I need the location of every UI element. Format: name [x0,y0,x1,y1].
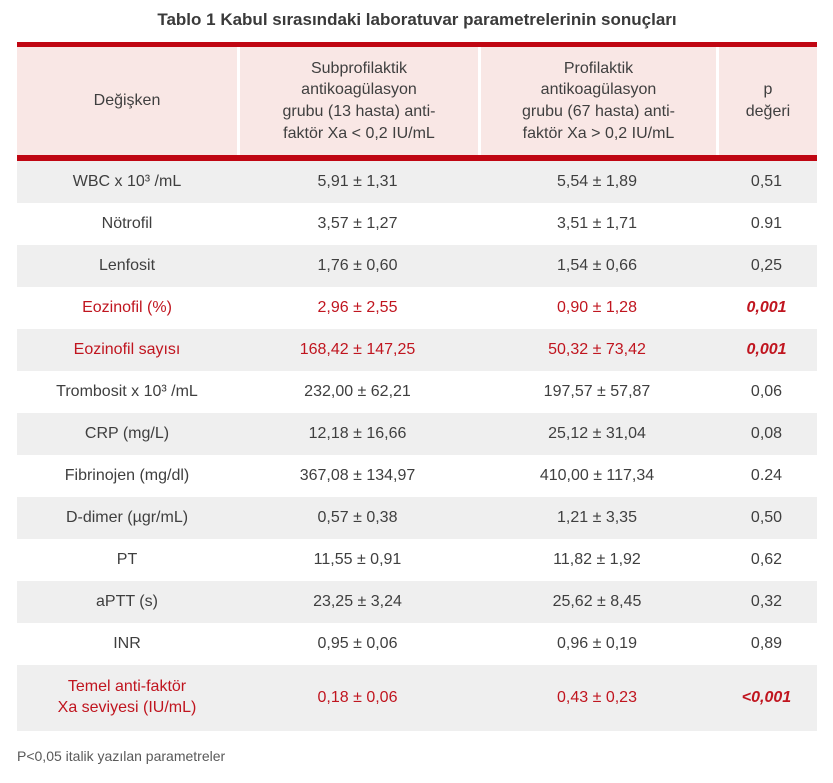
row-label: Temel anti-faktör Xa seviyesi (IU/mL) [57,678,197,716]
lab-results-table: Değişken Subprofilaktik antikoagülasyon … [17,42,817,731]
row-label: CRP (mg/L) [84,424,170,442]
row-label: aPTT (s) [96,592,158,610]
cell-p-value: <0,001 [741,688,792,706]
cell-prophylactic-value: 197,57 ± 57,87 [543,382,651,400]
cell-p-value: 0,25 [750,256,783,274]
table-row: PT 11,55 ± 0,91 11,82 ± 1,92 0,62 [17,539,817,581]
table-row: WBC x 10³ /mL 5,91 ± 1,31 5,54 ± 1,89 0,… [17,161,817,203]
cell-prophylactic-value: 0,43 ± 0,23 [557,688,637,706]
table-row: Fibrinojen (mg/dl) 367,08 ± 134,97 410,0… [17,455,817,497]
header-cell-p-value: p değeri [716,47,817,155]
cell-prophylactic-value: 0,96 ± 0,19 [557,634,637,652]
row-label: INR [113,634,141,652]
cell-prophylactic-value: 50,32 ± 73,42 [548,340,646,358]
cell-prophylactic-value: 3,51 ± 1,71 [557,214,637,232]
cell-subprophylactic-value: 1,76 ± 0,60 [317,256,398,274]
page: Tablo 1 Kabul sırasındaki laboratuvar pa… [17,10,817,764]
cell-p-value: 0,89 [750,634,783,652]
cell-prophylactic-value: 1,54 ± 0,66 [557,256,637,274]
cell-p-value: 0,001 [746,298,787,316]
cell-prophylactic-value: 25,12 ± 31,04 [548,424,646,442]
row-label: Fibrinojen (mg/dl) [64,466,190,484]
header-top-rule [17,42,817,47]
header-cell-prophylactic-group: Profilaktik antikoagülasyon grubu (67 ha… [478,47,716,155]
row-label: Nötrofil [101,214,153,232]
cell-subprophylactic-value: 168,42 ± 147,25 [299,340,416,358]
row-label: WBC x 10³ /mL [72,172,182,190]
cell-p-value: 0.91 [750,214,783,232]
table-row: Lenfosit 1,76 ± 0,60 1,54 ± 0,66 0,25 [17,245,817,287]
table-row: Temel anti-faktör Xa seviyesi (IU/mL) 0,… [17,665,817,731]
table-row: Eozinofil (%) 2,96 ± 2,55 0,90 ± 1,28 0,… [17,287,817,329]
cell-prophylactic-value: 0,90 ± 1,28 [557,298,637,316]
cell-p-value: 0,62 [750,550,783,568]
cell-prophylactic-value: 25,62 ± 8,45 [552,592,642,610]
cell-subprophylactic-value: 12,18 ± 16,66 [308,424,407,442]
row-label: Eozinofil sayısı [73,340,181,358]
cell-p-value: 0,001 [746,340,787,358]
header-cell-variable: Değişken [93,92,161,110]
table-row: D-dimer (µgr/mL) 0,57 ± 0,38 1,21 ± 3,35… [17,497,817,539]
cell-subprophylactic-value: 0,95 ± 0,06 [317,634,398,652]
row-label: Trombosit x 10³ /mL [56,382,198,400]
cell-subprophylactic-value: 11,55 ± 0,91 [313,550,402,568]
row-label: Eozinofil (%) [82,298,172,316]
table-row: Nötrofil 3,57 ± 1,27 3,51 ± 1,71 0.91 [17,203,817,245]
cell-p-value: 0.24 [750,466,783,484]
table-row: CRP (mg/L) 12,18 ± 16,66 25,12 ± 31,04 0… [17,413,817,455]
table-header: Değişken Subprofilaktik antikoagülasyon … [17,47,817,155]
row-label: Lenfosit [98,256,156,274]
table-title: Tablo 1 Kabul sırasındaki laboratuvar pa… [157,10,677,29]
cell-prophylactic-value: 5,54 ± 1,89 [557,172,637,190]
cell-subprophylactic-value: 0,57 ± 0,38 [317,508,398,526]
cell-subprophylactic-value: 367,08 ± 134,97 [299,466,416,484]
cell-prophylactic-value: 1,21 ± 3,35 [557,508,637,526]
table-row: Eozinofil sayısı 168,42 ± 147,25 50,32 ±… [17,329,817,371]
table-row: INR 0,95 ± 0,06 0,96 ± 0,19 0,89 [17,623,817,665]
row-label: D-dimer (µgr/mL) [65,508,189,526]
header-cell-subprophylactic-group: Subprofilaktik antikoagülasyon grubu (13… [237,47,478,155]
cell-p-value: 0,08 [750,424,783,442]
cell-subprophylactic-value: 2,96 ± 2,55 [317,298,398,316]
cell-p-value: 0,50 [750,508,783,526]
cell-prophylactic-value: 11,82 ± 1,92 [553,550,641,568]
cell-p-value: 0,06 [750,382,783,400]
cell-subprophylactic-value: 23,25 ± 3,24 [313,592,402,610]
cell-prophylactic-value: 410,00 ± 117,34 [539,466,655,484]
table-row: Trombosit x 10³ /mL 232,00 ± 62,21 197,5… [17,371,817,413]
footnote: P<0,05 italik yazılan parametreler [17,748,226,764]
cell-subprophylactic-value: 0,18 ± 0,06 [317,688,398,706]
cell-subprophylactic-value: 232,00 ± 62,21 [304,382,411,400]
cell-p-value: 0,51 [750,172,783,190]
cell-subprophylactic-value: 5,91 ± 1,31 [317,172,398,190]
table-body: WBC x 10³ /mL 5,91 ± 1,31 5,54 ± 1,89 0,… [17,161,817,731]
cell-subprophylactic-value: 3,57 ± 1,27 [317,214,398,232]
table-row: aPTT (s) 23,25 ± 3,24 25,62 ± 8,45 0,32 [17,581,817,623]
cell-p-value: 0,32 [750,592,783,610]
header-bottom-rule [17,155,817,161]
row-label: PT [116,550,138,568]
